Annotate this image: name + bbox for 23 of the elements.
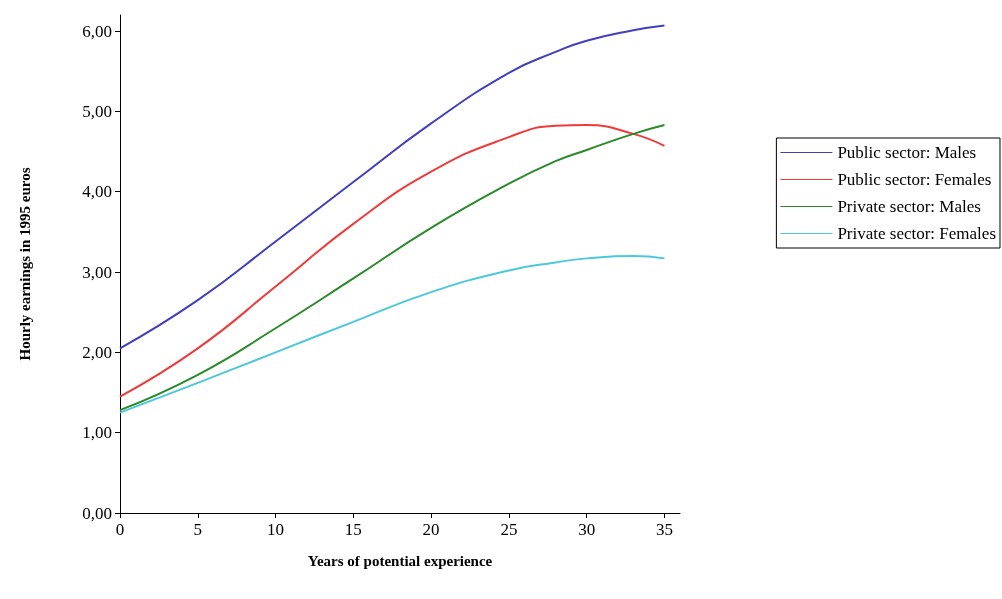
y-tick-label: 1,00	[82, 423, 112, 443]
x-tick-label: 15	[344, 520, 362, 539]
x-axis-title: Years of potential experience	[307, 552, 493, 569]
x-tick-label: 10	[267, 520, 285, 539]
y-tick-label: 5,00	[82, 101, 112, 121]
y-tick-label: 2,00	[82, 342, 112, 362]
y-tick-label: 4,00	[82, 182, 112, 202]
y-axis-title: Hourly earnings in 1995 euros	[16, 167, 33, 361]
legend-label: Private sector: Females	[837, 224, 997, 243]
x-tick-label: 0	[115, 520, 125, 539]
y-tick-label: 3,00	[82, 262, 112, 282]
x-tick-label: 30	[578, 520, 596, 539]
line-series	[119, 254, 666, 414]
y-tick-label: 6,00	[82, 21, 112, 41]
x-tick-label: 20	[422, 520, 440, 539]
x-tick-label: 25	[500, 520, 518, 539]
line-series	[119, 24, 666, 350]
x-tick-label: 35	[655, 520, 673, 539]
y-tick-label: 0,00	[82, 503, 112, 523]
legend-label: Private sector: Males	[837, 197, 981, 216]
legend-label: Public sector: Females	[837, 170, 992, 189]
x-tick-label: 5	[193, 520, 203, 539]
legend-label: Public sector: Males	[837, 143, 977, 162]
